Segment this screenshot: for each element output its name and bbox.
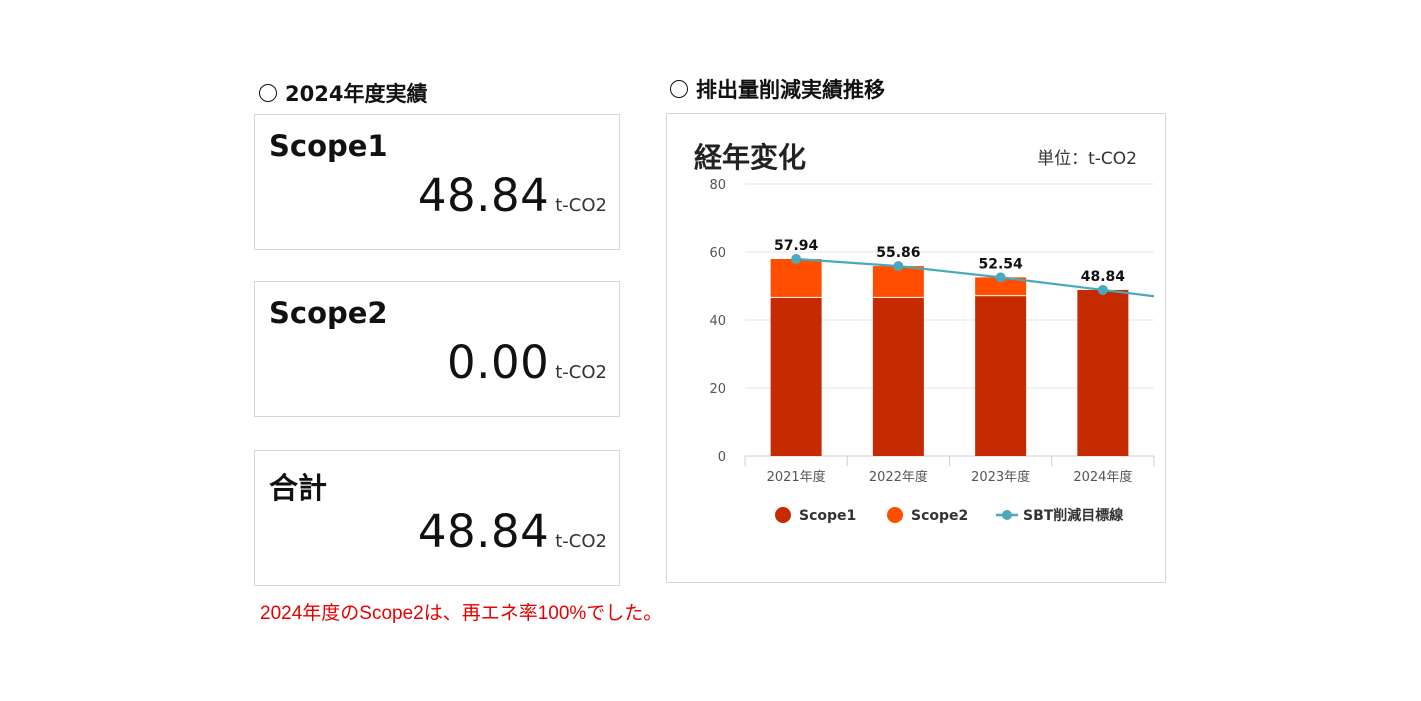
x-tick-label: 2023年度 xyxy=(971,469,1030,485)
data-label: 55.86 xyxy=(876,245,920,261)
data-label: 57.94 xyxy=(774,238,819,254)
card-value-row: 48.84 t-CO2 xyxy=(418,505,607,558)
card-label: 合計 xyxy=(269,471,328,505)
chart-unit-label: 単位：t-CO2 xyxy=(1037,149,1137,169)
card-value: 48.84 xyxy=(417,505,550,558)
section-title-text: 排出量削減実績推移 xyxy=(696,78,885,102)
y-tick-label: 20 xyxy=(709,382,726,397)
bar-scope2 xyxy=(872,266,924,297)
bar-scope1 xyxy=(975,296,1027,456)
y-tick-label: 40 xyxy=(709,314,726,329)
section-title-text: 2024年度実績 xyxy=(285,82,428,106)
legend-marker-icon xyxy=(775,507,791,523)
card-unit: t-CO2 xyxy=(555,531,607,552)
card-value-row: 0.00 t-CO2 xyxy=(447,336,607,389)
legend-marker-icon xyxy=(1002,510,1012,520)
x-tick-label: 2024年度 xyxy=(1073,469,1132,485)
legend-label: SBT削減目標線 xyxy=(1023,507,1123,524)
circle-bullet-icon xyxy=(259,84,277,102)
scope2-card: Scope2 0.00 t-CO2 xyxy=(254,281,620,417)
bar-scope2 xyxy=(770,259,822,297)
card-value: 0.00 xyxy=(447,336,550,389)
bar-scope1 xyxy=(770,297,822,456)
sbt-point xyxy=(1097,284,1108,295)
chart-title: 経年変化 xyxy=(694,141,807,174)
y-tick-label: 0 xyxy=(718,450,726,465)
legend-label: Scope1 xyxy=(799,508,856,524)
card-value-row: 48.84 t-CO2 xyxy=(418,169,607,222)
data-label: 52.54 xyxy=(978,256,1023,272)
bar-scope1 xyxy=(1077,289,1129,456)
card-unit: t-CO2 xyxy=(555,362,607,383)
card-label: Scope1 xyxy=(269,129,388,163)
data-label: 48.84 xyxy=(1081,269,1126,285)
section-title-annual-results: 2024年度実績 xyxy=(259,78,427,108)
sbt-point xyxy=(995,272,1006,283)
scope1-card: Scope1 48.84 t-CO2 xyxy=(254,114,620,250)
y-tick-label: 80 xyxy=(709,178,726,193)
card-unit: t-CO2 xyxy=(555,195,607,216)
total-card: 合計 48.84 t-CO2 xyxy=(254,450,620,586)
bar-scope2 xyxy=(975,277,1027,296)
x-tick-label: 2021年度 xyxy=(767,469,826,485)
legend-label: Scope2 xyxy=(911,508,968,524)
x-tick-label: 2022年度 xyxy=(869,469,928,485)
circle-bullet-icon xyxy=(670,80,688,98)
chart-panel: 経年変化 単位：t-CO2 0 20 40 60 80 2021年度 2022年度 2023年… xyxy=(666,113,1166,583)
card-label: Scope2 xyxy=(269,296,388,330)
stacked-bar-line-chart: 0 20 40 60 80 2021年度 2022年度 2023年度 2024年度 57.94 55… xyxy=(709,178,1155,524)
sbt-point xyxy=(893,261,904,272)
card-value: 48.84 xyxy=(417,169,550,222)
section-title-emission-trend: 排出量削減実績推移 xyxy=(670,74,885,104)
y-tick-label: 60 xyxy=(709,246,726,261)
bar-scope1 xyxy=(872,297,924,456)
sbt-point xyxy=(791,254,802,265)
footnote: 2024年度のScope2は、再エネ率100%でした。 xyxy=(260,603,663,624)
legend-marker-icon xyxy=(887,507,903,523)
